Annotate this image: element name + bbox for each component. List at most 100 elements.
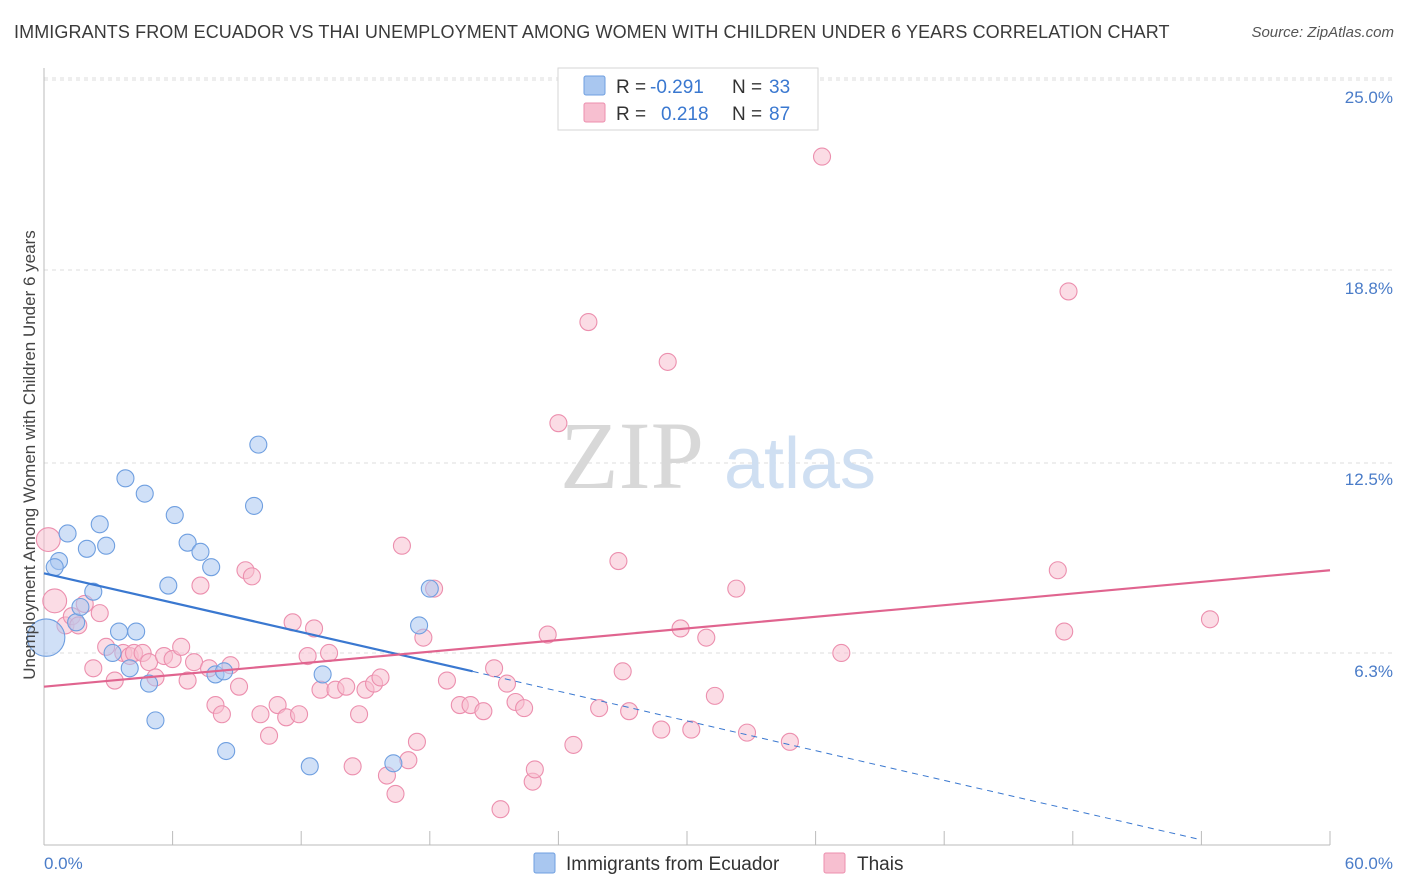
thai-point [290, 705, 309, 724]
ecuador-point [410, 616, 429, 635]
thai-point [311, 680, 330, 699]
thai-point [613, 662, 632, 681]
axes [43, 68, 1331, 846]
x-tick-labels: 0.0% 60.0% [44, 854, 1393, 873]
thai-point [727, 579, 746, 598]
thai-point [84, 659, 103, 678]
thai-point [1055, 622, 1074, 641]
legend-r-value: 0.218 [661, 104, 709, 125]
ecuador-point [120, 659, 139, 678]
ecuador-point [109, 622, 129, 641]
ecuador-point [313, 665, 332, 684]
y-tick-label: 25.0% [1345, 88, 1393, 107]
thai-point [474, 702, 493, 721]
thai-point [172, 637, 191, 656]
legend-n-label: N = [732, 104, 762, 125]
thai-point [386, 784, 405, 803]
legend-r-value: -0.291 [650, 77, 704, 98]
thai-point [579, 313, 598, 332]
ecuador-point [146, 711, 165, 730]
legend-n-value: 33 [769, 77, 790, 98]
watermark: ZIP atlas [560, 402, 876, 509]
thai-point [268, 696, 287, 715]
ecuador-point [71, 597, 90, 617]
x-tick-label: 0.0% [44, 854, 83, 873]
ecuador-point [135, 484, 154, 503]
scatter-points [26, 147, 1220, 819]
thai-point [549, 414, 568, 433]
x-tick-label: 60.0% [1345, 854, 1393, 873]
thai-point [35, 527, 61, 553]
thai-point [163, 650, 182, 669]
thai-point [437, 671, 456, 690]
y-tick-labels: 25.0% 18.8% 12.5% 6.3% [1345, 88, 1393, 681]
watermark-zip: ZIP [560, 402, 704, 509]
ecuador-point [84, 582, 103, 601]
trend-line-ecuador-extension [472, 670, 1202, 841]
bottom-legend-swatch-thai [823, 852, 846, 874]
thai-point [652, 720, 671, 739]
ecuador-point [103, 643, 122, 663]
thai-point [525, 760, 544, 779]
ecuador-point [97, 536, 116, 555]
ecuador-point [77, 539, 96, 558]
thai-point [229, 677, 249, 696]
thai-point [658, 352, 677, 371]
y-axis-label: Unemployment Among Women with Children U… [20, 230, 39, 679]
y-tick-label: 18.8% [1345, 279, 1393, 298]
thai-point [590, 699, 609, 718]
bottom-legend: Immigrants from Ecuador Thais [533, 852, 903, 875]
thai-point [780, 732, 799, 751]
ecuador-point [178, 533, 197, 552]
ecuador-point [116, 469, 135, 488]
thai-point [399, 751, 418, 770]
thai-point [139, 653, 159, 672]
legend: R = -0.291 N = 33 R = 0.218 N = 87 [557, 67, 819, 131]
thai-point [705, 686, 724, 705]
ecuador-point [165, 506, 184, 525]
thai-point [812, 147, 832, 166]
thai-point [682, 720, 701, 739]
y-tick-label: 6.3% [1354, 662, 1393, 681]
thai-point [737, 723, 757, 742]
ecuador-point [249, 435, 268, 454]
ecuador-point [384, 754, 403, 773]
thai-point [620, 702, 639, 721]
ecuador-point [127, 622, 146, 641]
legend-r-label: R = [616, 77, 646, 98]
thai-point [371, 668, 390, 687]
ecuador-point [244, 496, 264, 515]
thai-point [184, 653, 204, 672]
legend-n-value: 87 [769, 104, 790, 125]
thai-point [1048, 561, 1067, 580]
thai-point [485, 659, 504, 678]
legend-swatch-ecuador [583, 75, 606, 96]
thai-point [697, 628, 716, 647]
thai-point [305, 619, 324, 638]
thai-point [242, 567, 261, 586]
thai-point [609, 551, 628, 571]
ecuador-point [139, 674, 159, 693]
legend-r-label: R = [616, 104, 646, 125]
thai-point [497, 674, 517, 693]
chart-title: IMMIGRANTS FROM ECUADOR VS THAI UNEMPLOY… [14, 22, 1170, 42]
ecuador-point [159, 576, 178, 595]
legend-swatch-thai [583, 102, 606, 123]
ecuador-point [191, 542, 210, 561]
y-tick-label: 12.5% [1345, 470, 1393, 489]
ecuador-point [300, 757, 319, 776]
thai-point [564, 735, 583, 754]
ecuador-point [26, 618, 66, 657]
chart-source: Source: ZipAtlas.com [1251, 24, 1394, 41]
ecuador-point [202, 558, 221, 577]
ecuador-point [217, 741, 236, 761]
thai-point [1200, 610, 1220, 629]
thai-point [350, 705, 369, 724]
thai-point [392, 536, 411, 555]
ecuador-point [420, 579, 439, 598]
thai-point [298, 646, 317, 666]
thai-point [491, 800, 510, 819]
ecuador-point [90, 515, 109, 534]
thai-point [90, 604, 109, 623]
